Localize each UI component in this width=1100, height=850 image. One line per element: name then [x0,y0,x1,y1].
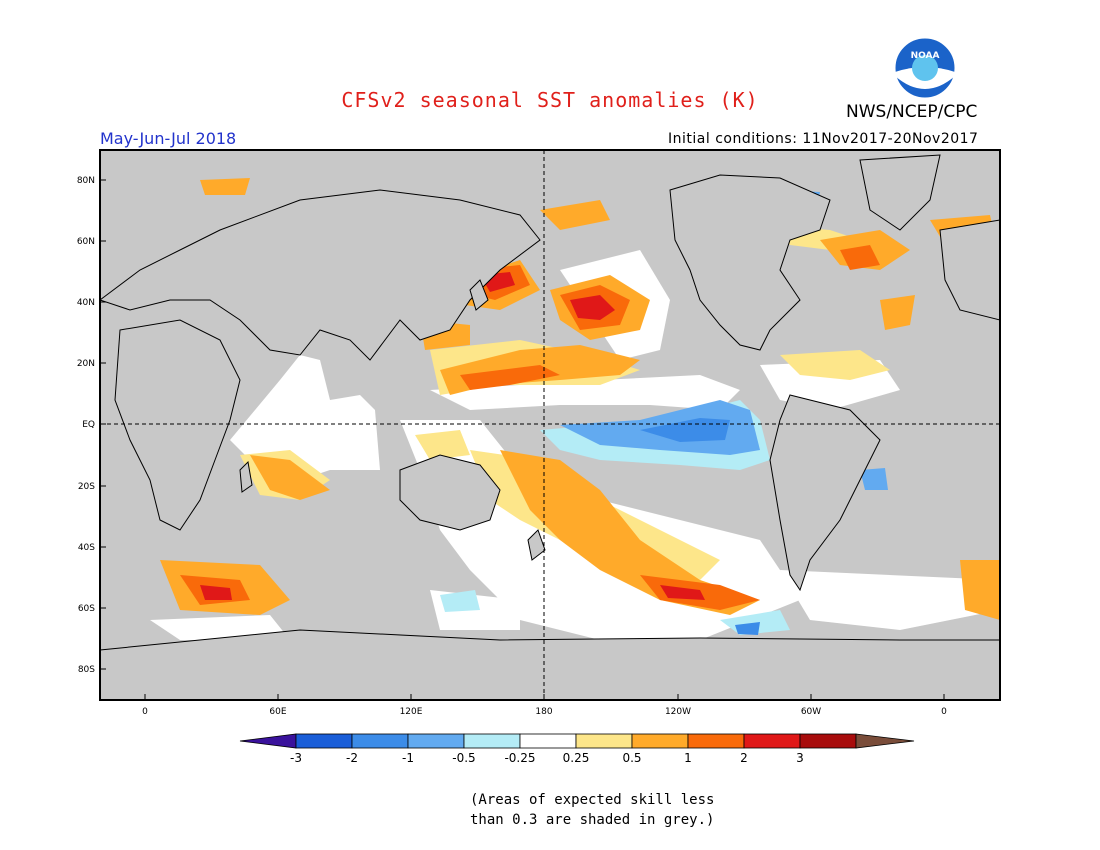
colorbar-tick-label: 1 [684,751,692,765]
noaa-logo: NOAA [894,37,956,99]
longitude-labels: 0 60E 120E 180 120W 60W 0 [142,707,947,717]
colorbar-arrow-high [855,733,915,749]
lat-label: 20S [78,482,95,492]
anomaly-negative-strong [640,418,760,635]
skill-note-line1: (Areas of expected skill less [470,792,715,808]
season-label: May-Jun-Jul 2018 [100,129,237,148]
antarctica [100,629,1000,700]
lat-label: 60N [77,237,95,247]
australia [399,454,501,531]
colorbar: -3 -2 -1 -0.5 -0.25 0.25 0.5 1 2 3 [239,733,915,765]
colorbar-tick-label: -0.5 [452,751,475,765]
lat-label: EQ [82,420,95,430]
new-zealand [527,529,546,561]
colorbar-segment [407,733,465,749]
skill-note-line2: than 0.3 are shaded in grey.) [470,812,715,828]
north-america [669,174,831,351]
lon-label: 120E [400,707,423,717]
lat-label: 40S [78,543,95,553]
map-frame [99,149,1001,701]
colorbar-tick-label: 2 [740,751,748,765]
colorbar-tick-label: 0.25 [563,751,590,765]
colorbar-segment [519,733,577,749]
colorbar-segment [463,733,521,749]
continent-outlines [100,154,1000,700]
colorbar-tick-label: 3 [796,751,804,765]
lat-label: 80S [78,665,95,675]
initial-conditions-label: Initial conditions: 11Nov2017-20Nov2017 [668,131,979,147]
europe-east-edge [939,219,1000,321]
colorbar-segments [239,733,915,749]
colorbar-segment [295,733,353,749]
colorbar-arrow-low [239,733,297,749]
colorbar-segment [575,733,633,749]
eurasia [100,189,541,361]
africa [114,319,241,531]
latitude-labels: 80N 60N 40N 20N EQ 20S 40S 60S 80S [77,176,95,675]
lon-label: 0 [941,707,947,717]
skill-note: (Areas of expected skill less than 0.3 a… [470,790,730,830]
colorbar-tick-label: 0.5 [622,751,641,765]
sst-anomaly-map: 80N 60N 40N 20N EQ 20S 40S 60S 80S 0 60E… [77,149,1001,717]
colorbar-segment [743,733,801,749]
lon-label: 0 [142,707,148,717]
lat-label: 40N [77,298,95,308]
madagascar [239,460,253,493]
colorbar-tick-label: -2 [346,751,358,765]
greenland [859,154,941,231]
colorbar-tick-label: -1 [402,751,414,765]
lon-label: 60E [269,707,286,717]
lat-label: 20N [77,359,95,369]
colorbar-segment [799,733,857,749]
colorbar-tick-label: -3 [290,751,302,765]
lat-label: 80N [77,176,95,186]
japan [469,279,489,311]
agency-label: NWS/NCEP/CPC [846,102,978,122]
colorbar-labels: -3 -2 -1 -0.5 -0.25 0.25 0.5 1 2 3 [290,751,804,765]
colorbar-tick-label: -0.25 [504,751,535,765]
colorbar-segment [631,733,689,749]
colorbar-segment [687,733,745,749]
lon-label: 60W [801,707,821,717]
lon-label: 120W [665,707,691,717]
noaa-logo-text: NOAA [911,51,940,61]
map-title: CFSv2 seasonal SST anomalies (K) [341,88,759,112]
colorbar-segment [351,733,409,749]
south-america [769,394,881,592]
lat-label: 60S [78,604,95,614]
lon-label: 180 [535,707,552,717]
